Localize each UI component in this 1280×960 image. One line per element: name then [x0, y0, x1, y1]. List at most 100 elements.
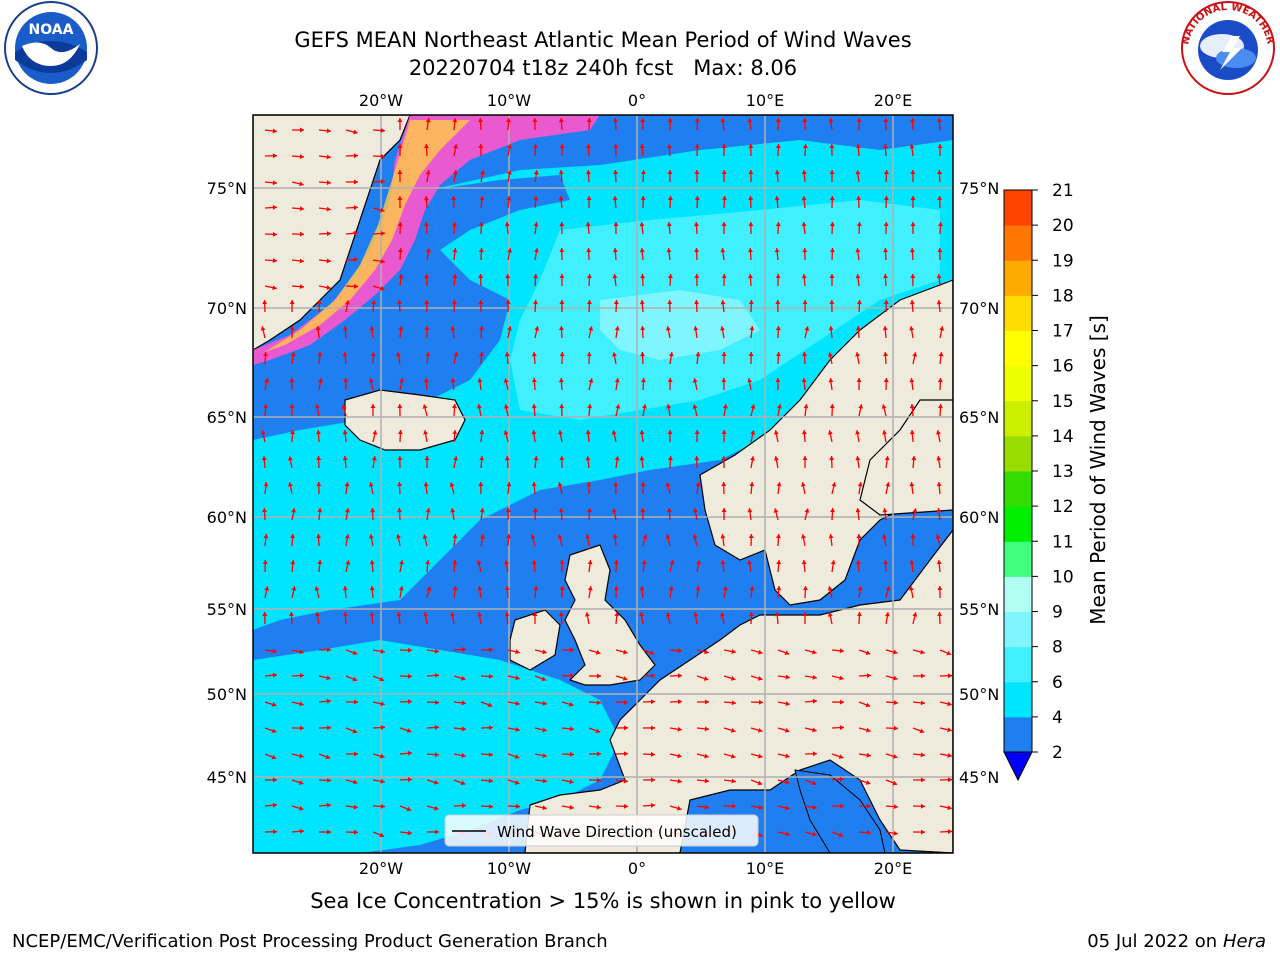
wave-arrow-head	[748, 222, 754, 227]
lat-label: 60°N	[207, 508, 247, 527]
wave-arrow-head	[299, 127, 304, 133]
wave-arrow-head	[272, 802, 277, 808]
wave-arrow-head	[611, 508, 617, 513]
wave-arrow-head	[919, 728, 925, 734]
wave-arrow-head	[775, 274, 781, 279]
wave-arrow-head	[559, 456, 565, 461]
wave-arrow-head	[855, 274, 861, 279]
wave-arrow-head	[406, 806, 412, 812]
wave-arrow-head	[450, 612, 456, 617]
wave-arrow-head	[586, 300, 592, 305]
wave-arrow-head	[757, 675, 763, 681]
colorbar-tick-label: 2	[1052, 743, 1063, 763]
wave-arrow-head	[937, 170, 943, 175]
wave-arrow-head	[396, 300, 402, 305]
wave-arrow-head	[838, 754, 844, 759]
wave-arrow-head	[883, 118, 889, 123]
wave-arrow-head	[909, 586, 914, 591]
wave-arrow-head	[514, 754, 520, 759]
wave-arrow-head	[398, 274, 404, 279]
lon-label: 20°W	[359, 91, 403, 110]
lon-label: 10°W	[487, 91, 531, 110]
wave-arrow-head	[503, 378, 509, 383]
land-iceland	[344, 389, 466, 451]
wave-arrow-head	[774, 170, 780, 175]
wave-arrow-head	[623, 725, 628, 731]
wave-arrow-head	[892, 753, 898, 759]
wave-arrow-head	[775, 144, 781, 149]
wave-arrow-head	[533, 248, 539, 253]
wave-arrow-head	[748, 144, 754, 149]
wave-arrow-head	[434, 648, 439, 654]
wave-arrow-head	[720, 560, 726, 565]
wave-arrow-head	[665, 326, 671, 331]
wave-arrow-head	[506, 196, 512, 201]
colorbar-segment	[1004, 716, 1032, 753]
wave-arrow-head	[289, 378, 295, 383]
wave-arrow-head	[396, 612, 402, 617]
nws-logo: NATIONAL WEATHER SERVICE	[0, 0, 1276, 95]
wave-arrow-head	[935, 534, 941, 539]
wave-arrow-head	[937, 378, 943, 383]
wave-arrow-head	[532, 612, 538, 617]
wave-arrow-head	[422, 404, 428, 409]
wave-arrow-head	[758, 753, 763, 759]
wave-arrow-head	[910, 118, 916, 123]
wave-arrow-head	[694, 430, 700, 435]
wave-arrow-head	[461, 646, 466, 652]
wave-arrow-head	[936, 118, 942, 123]
wave-arrow-head	[802, 612, 808, 617]
wave-arrow-head	[587, 586, 593, 591]
wave-arrow-head	[450, 326, 456, 331]
wave-arrow-head	[488, 647, 493, 653]
wave-arrow-head	[623, 699, 628, 705]
wave-arrow-head	[623, 803, 628, 809]
wave-arrow-head	[371, 456, 377, 461]
wave-arrow-head	[531, 482, 537, 487]
wave-arrow-head	[271, 754, 277, 760]
wave-arrow-head	[289, 612, 295, 617]
wave-arrow-head	[478, 222, 484, 227]
wave-arrow-head	[507, 170, 512, 175]
wave-arrow-head	[856, 534, 862, 539]
wave-arrow-head	[342, 456, 348, 461]
wave-arrow-head	[639, 248, 645, 253]
wave-arrow-head	[488, 725, 493, 731]
wave-arrow-head	[694, 144, 700, 149]
wave-arrow-head	[326, 285, 331, 290]
wave-arrow-head	[586, 482, 592, 487]
wave-arrow-head	[272, 829, 277, 835]
wave-arrow-head	[665, 482, 671, 487]
wave-arrow-head	[839, 648, 844, 654]
colorbar-segment	[1004, 295, 1032, 331]
wave-arrow-head	[669, 560, 675, 565]
wave-arrow-head	[380, 725, 385, 731]
wave-arrow-head	[947, 727, 952, 733]
lon-label: 0°	[628, 859, 646, 878]
wave-arrow-head	[884, 456, 890, 461]
land-scandinavia	[699, 279, 953, 606]
wave-arrow-head	[569, 647, 574, 653]
wave-arrow-head	[623, 751, 628, 757]
wave-arrow-head	[453, 456, 459, 461]
wave-arrow-head	[586, 196, 592, 201]
wave-arrow-head	[507, 326, 512, 331]
wave-arrow-head	[893, 675, 898, 681]
wave-arrow-head	[639, 222, 645, 227]
wave-arrow-head	[452, 586, 458, 591]
wave-arrow-head	[453, 144, 458, 149]
wave-arrow-head	[264, 586, 270, 591]
title-line-2: 20220704 t18z 240h fcst Max: 8.06	[408, 56, 798, 80]
map-legend: Wind Wave Direction (unscaled)	[444, 814, 759, 847]
wave-arrow-head	[920, 700, 925, 706]
wave-arrow-head	[721, 430, 727, 435]
wave-arrow-head	[827, 612, 833, 617]
wave-arrow-head	[882, 326, 888, 331]
wave-arrow-head	[668, 586, 674, 591]
wave-arrow-head	[397, 118, 403, 123]
wave-arrow-head	[883, 378, 889, 383]
wave-arrow-head	[613, 586, 619, 591]
wave-arrow-head	[883, 274, 889, 279]
wave-arrow-head	[692, 508, 698, 513]
wave-arrow-head	[299, 649, 304, 655]
